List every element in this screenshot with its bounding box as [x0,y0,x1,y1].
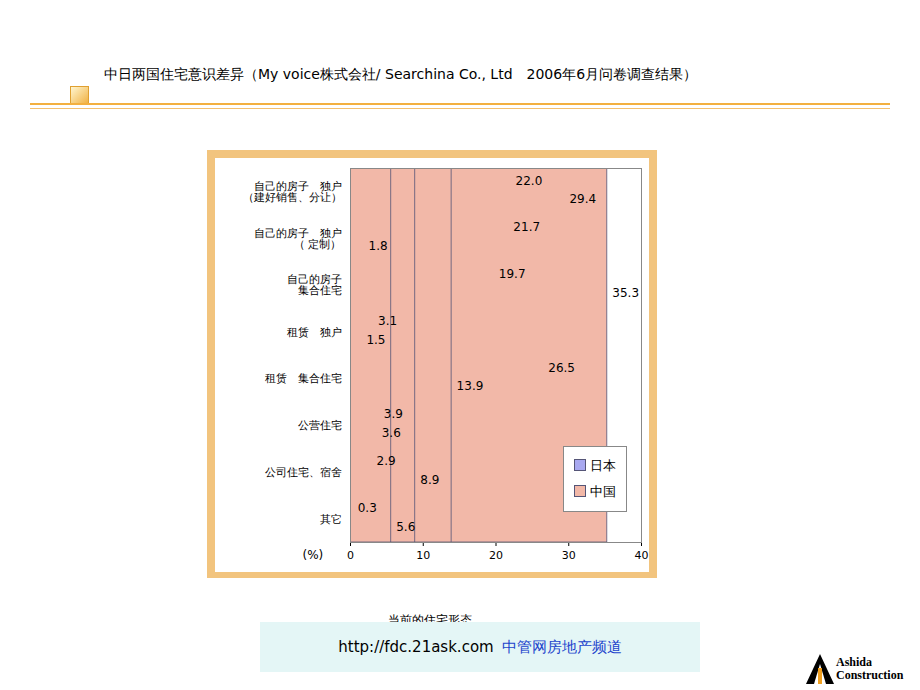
svg-text:35.3: 35.3 [612,286,639,300]
svg-text:公营住宅: 公营住宅 [298,419,342,432]
svg-text:20: 20 [489,549,503,562]
svg-text:21.7: 21.7 [513,220,540,234]
svg-text:自己的房子 独户（建好销售、分让）: 自己的房子 独户（建好销售、分让） [243,180,342,204]
html-text:http://fdc.21ask.com: http://fdc.21ask.com [338,638,494,656]
html-text:中国: 中国 [590,484,616,499]
svg-text:1.8: 1.8 [369,239,388,253]
svg-text:3.6: 3.6 [382,426,401,440]
svg-text:29.4: 29.4 [569,192,596,206]
svg-text:1.5: 1.5 [366,333,385,347]
svg-text:19.7: 19.7 [499,267,526,281]
svg-text:自己的房子集合住宅: 自己的房子集合住宅 [287,273,342,297]
svg-text:租赁 集合住宅: 租赁 集合住宅 [265,372,342,385]
svg-text:26.5: 26.5 [548,361,575,375]
html-text:中管网房地产频道: 中管网房地产频道 [501,638,622,656]
svg-text:其它: 其它 [320,513,342,526]
svg-text:10: 10 [416,549,430,562]
svg-text:13.9: 13.9 [457,379,484,393]
svg-text:0: 0 [347,549,354,562]
svg-text:租赁 独户: 租赁 独户 [287,326,342,339]
html-text:Ashida Construction: Ashida Construction [836,655,904,682]
svg-text:(%): (%) [303,548,324,562]
svg-text:自己的房子 独户（ 定制）: 自己的房子 独户（ 定制） [254,227,342,251]
svg-text:22.0: 22.0 [516,174,543,188]
svg-text:3.9: 3.9 [384,407,403,421]
svg-text:0.3: 0.3 [358,501,377,515]
html-text:日本: 日本 [590,458,616,473]
svg-text:30: 30 [562,549,576,562]
svg-text:2.9: 2.9 [377,454,396,468]
svg-text:5.6: 5.6 [396,520,415,534]
svg-text:公司住宅、宿舍: 公司住宅、宿舍 [265,466,342,479]
html-text:中日两国住宅意识差异（My voice株式会社/ Searc: 中日两国住宅意识差异（My voice株式会社/ Searchina Co., … [104,66,698,82]
svg-text:3.1: 3.1 [378,314,397,328]
svg-text:8.9: 8.9 [420,473,439,487]
svg-text:40: 40 [635,549,649,562]
html-text:当前的住宅形态: 当前的住宅形态 [388,613,472,627]
